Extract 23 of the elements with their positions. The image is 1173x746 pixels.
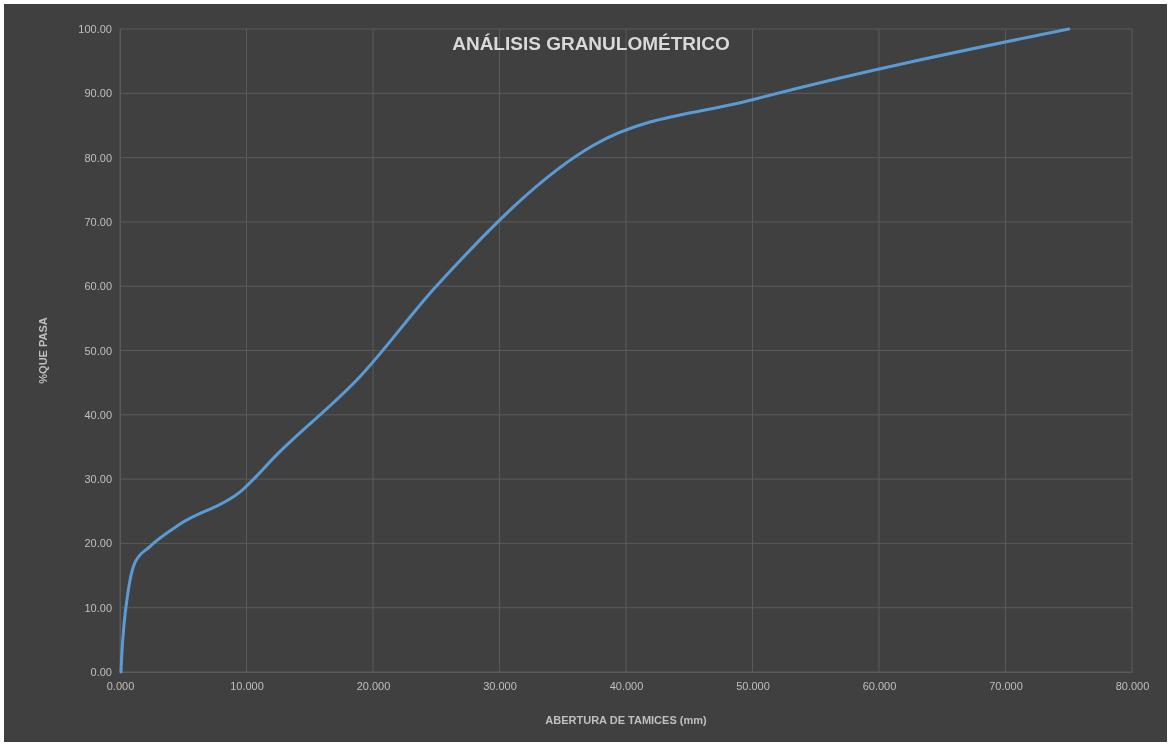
y-tick-label: 40.00 [84, 408, 112, 421]
y-tick-label: 30.00 [84, 473, 112, 486]
x-tick-label: 40.000 [609, 679, 644, 692]
x-tick-label: 0.000 [106, 679, 135, 692]
y-tick-label: 70.00 [84, 215, 112, 228]
y-tick-label: 60.00 [84, 280, 112, 293]
y-tick-label: 10.00 [84, 601, 112, 614]
y-tick-label: 90.00 [84, 87, 112, 100]
x-tick-label: 70.000 [989, 679, 1023, 692]
x-tick-label: 20.000 [356, 679, 391, 692]
y-tick-label: 20.00 [84, 537, 112, 550]
x-tick-label: 60.000 [862, 679, 897, 692]
chart-title: ANÁLISIS GRANULOMÉTRICO [452, 33, 730, 54]
x-tick-label: 50.000 [736, 679, 770, 692]
y-tick-label: 80.00 [84, 151, 112, 164]
y-tick-label: 50.00 [84, 344, 112, 357]
y-axis-title: %QUE PASA [37, 317, 49, 384]
y-tick-label: 0.00 [90, 666, 112, 679]
y-tick-label: 100.00 [78, 23, 112, 36]
x-tick-label: 80.000 [1115, 679, 1150, 692]
x-tick-label: 30.000 [483, 679, 517, 692]
x-axis-title: ABERTURA DE TAMICES (mm) [545, 714, 707, 726]
x-tick-label: 10.000 [230, 679, 264, 692]
